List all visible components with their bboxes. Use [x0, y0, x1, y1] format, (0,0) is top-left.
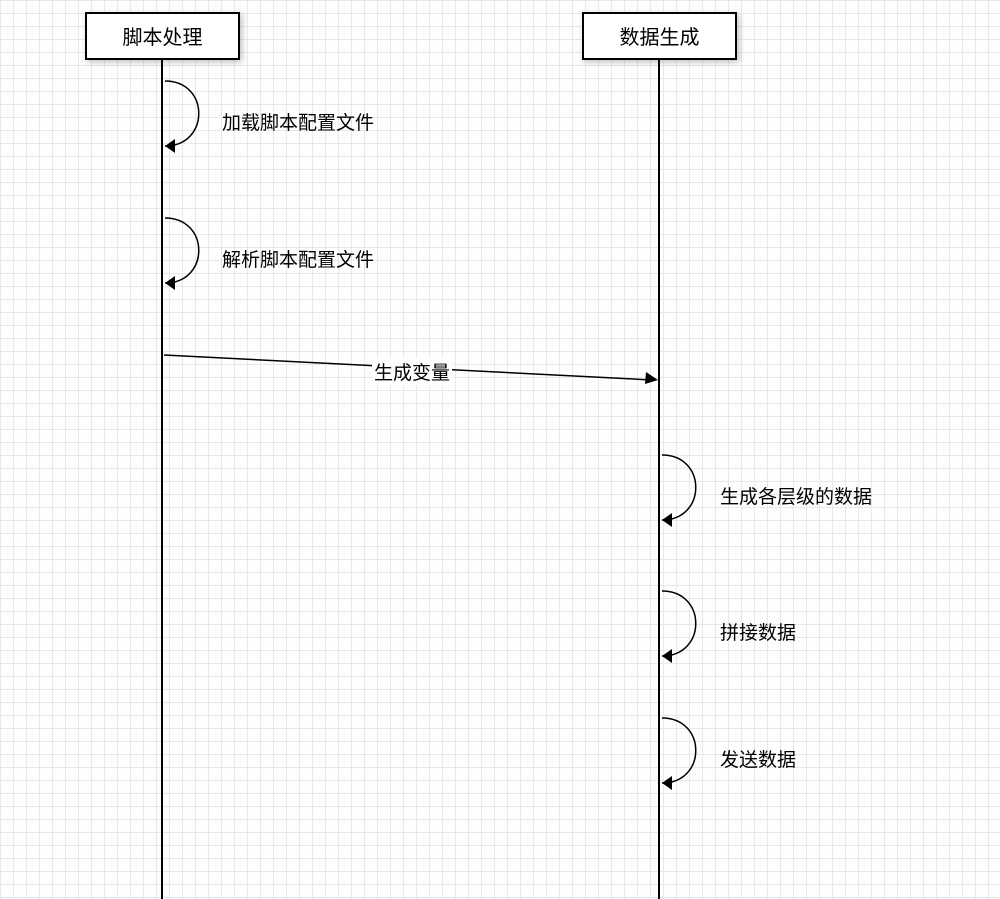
- participant-data-label: 数据生成: [620, 14, 700, 62]
- self-label-3: 生成各层级的数据: [720, 482, 872, 509]
- grid-background: [0, 0, 1000, 899]
- self-arc-3: [659, 452, 719, 536]
- self-arc-2: [162, 215, 222, 299]
- self-arc-4: [659, 588, 719, 672]
- self-label-2: 解析脚本配置文件: [222, 245, 374, 272]
- participant-script-label: 脚本处理: [123, 14, 203, 62]
- self-arc-5: [659, 715, 719, 799]
- msg-generate-var-label: 生成变量: [372, 358, 452, 385]
- self-label-1: 加载脚本配置文件: [222, 108, 374, 135]
- self-arc-1: [162, 78, 222, 162]
- self-label-4: 拼接数据: [720, 618, 796, 645]
- participant-data: 数据生成: [582, 12, 737, 60]
- self-label-5: 发送数据: [720, 745, 796, 772]
- lifeline-script: [161, 60, 163, 899]
- participant-script: 脚本处理: [85, 12, 240, 60]
